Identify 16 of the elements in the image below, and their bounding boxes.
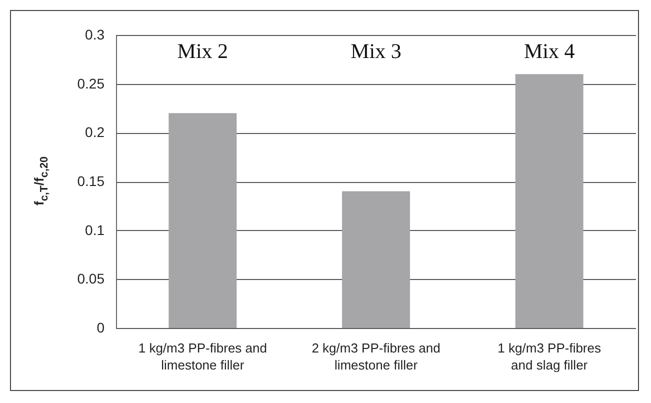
bar <box>168 113 237 328</box>
y-tick-label: 0.3 <box>85 26 105 42</box>
x-tick-label: 1 kg/m3 PP-fibres and limestone filler <box>138 340 267 372</box>
y-tick-label: 0.05 <box>77 270 105 287</box>
annotation: Mix 3 <box>350 39 402 63</box>
annotation: Mix 2 <box>177 39 228 63</box>
annotation: Mix 4 <box>524 39 576 63</box>
x-tick-label: 2 kg/m3 PP-fibres and limestone filler <box>312 340 440 372</box>
bar <box>342 191 410 328</box>
x-tick-label: 1 kg/m3 PP-fibres and slag filler <box>498 340 602 372</box>
bar <box>515 74 584 328</box>
y-tick-label: 0.25 <box>77 75 105 92</box>
y-tick-label: 0.2 <box>85 124 105 140</box>
y-tick-label: 0.15 <box>77 173 105 189</box>
y-tick-label: 0.1 <box>85 222 105 238</box>
y-tick-label: 0 <box>96 320 105 336</box>
